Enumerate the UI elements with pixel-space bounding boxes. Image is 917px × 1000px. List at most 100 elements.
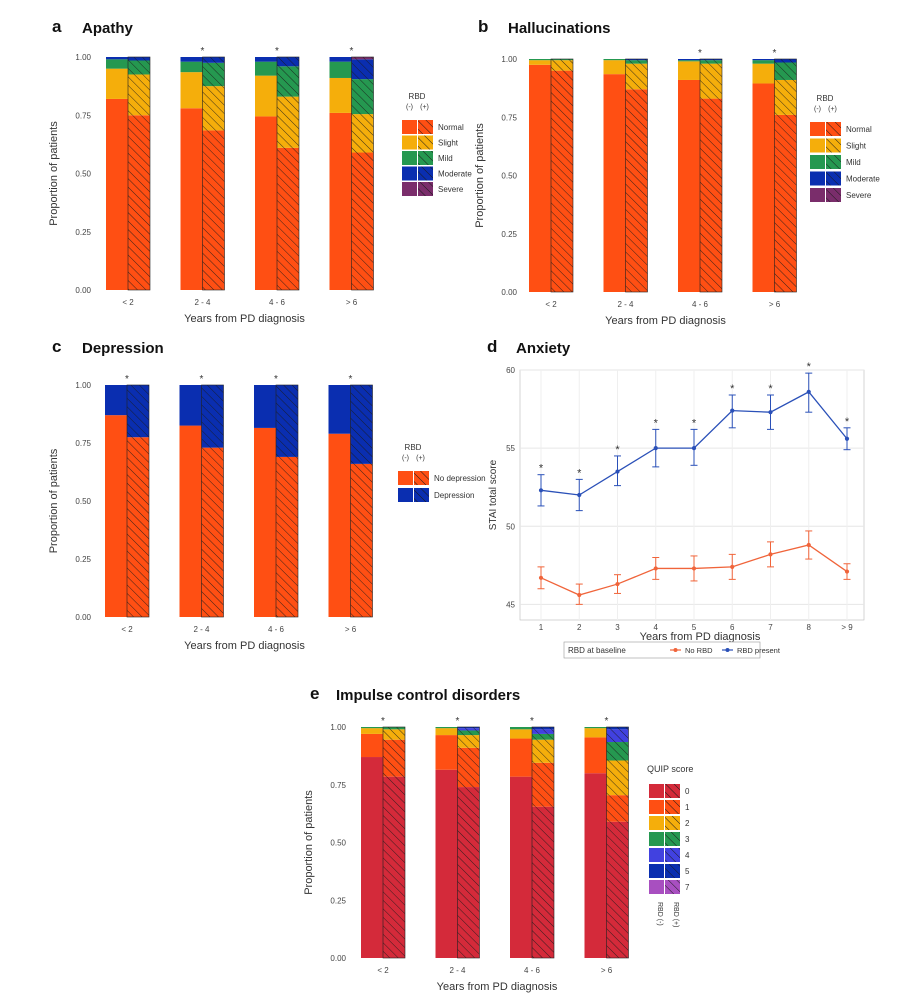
- anxiety-legend-point: [673, 648, 678, 652]
- anxiety-point: [844, 569, 850, 574]
- panel-title-anxiety: Anxiety: [516, 340, 571, 357]
- hallucinations-bar-rbd-neg: [678, 60, 700, 62]
- apathy-xtick: 4 - 6: [269, 298, 286, 307]
- icd-hatch: [532, 733, 554, 740]
- hallucinations-bar-rbd-neg: [529, 64, 551, 292]
- anxiety-legend-label: No RBD: [685, 646, 713, 655]
- icd-legend-label: 0: [685, 787, 690, 796]
- icd-legend-swatch: [649, 864, 664, 878]
- icd-bar-rbd-neg: [584, 773, 607, 958]
- apathy-bar-rbd-neg: [106, 98, 128, 290]
- hallucinations-hatch: [551, 70, 573, 293]
- depression-ytick: 0.75: [75, 439, 91, 448]
- apathy-hatch: [351, 57, 374, 60]
- hallucinations-bar-outline: [625, 58, 648, 293]
- depression-legend-title: RBD: [405, 443, 422, 452]
- depression-hatch: [201, 447, 224, 617]
- apathy-hatch: [202, 130, 225, 290]
- anxiety-sig-star: *: [845, 416, 850, 428]
- hallucinations-legend-swatch: [810, 188, 825, 202]
- apathy-legend-label: Severe: [438, 185, 464, 194]
- icd-legend-hatch: [665, 880, 680, 894]
- icd-bar-rbd-neg: [510, 776, 532, 958]
- icd-legend-label: 1: [685, 803, 690, 812]
- anxiety-sig-star: *: [692, 417, 697, 429]
- icd-hatch: [606, 760, 629, 796]
- hallucinations-hatch: [551, 60, 573, 71]
- depression-bar-rbd-neg: [105, 415, 127, 617]
- hallucinations-hatch: [625, 89, 648, 292]
- hallucinations-legend-hatch: [826, 122, 841, 136]
- anxiety-xtick: 4: [654, 623, 659, 632]
- apathy-legend-hatch: [418, 135, 433, 150]
- hallucinations-hatch: [774, 59, 797, 63]
- panel-label-d: d: [487, 337, 498, 356]
- icd-legend-sub: RBD (-): [656, 902, 663, 926]
- depression-hatch: [276, 456, 298, 617]
- apathy-xtick: > 6: [346, 298, 358, 307]
- icd-hatch: [606, 727, 629, 730]
- icd-sig-star: *: [456, 716, 460, 727]
- icd-bar-rbd-neg: [361, 733, 383, 758]
- icd-bar-rbd-neg: [584, 728, 607, 738]
- icd-bar-rbd-neg: [361, 757, 383, 958]
- anxiety-point: [615, 581, 620, 587]
- panel-label-c: c: [52, 337, 62, 356]
- icd-hatch: [606, 821, 629, 958]
- icd-ytick: 0.50: [330, 839, 346, 848]
- icd-hatch: [383, 727, 405, 730]
- icd-bar-rbd-neg: [361, 728, 383, 734]
- anxiety-xtick: 3: [615, 623, 620, 632]
- apathy-legend-sub: (-): [406, 104, 413, 111]
- hallucinations-hatch: [625, 63, 648, 90]
- hallucinations-hatch: [774, 62, 797, 80]
- panel-label-b: b: [478, 17, 489, 36]
- icd-hatch: [457, 787, 480, 958]
- hallucinations-legend-sub: (+): [828, 106, 837, 113]
- icd-ytick: 1.00: [330, 723, 346, 732]
- anxiety-point: [653, 566, 658, 571]
- apathy-ytick: 0.25: [75, 228, 91, 237]
- anxiety-xlabel: Years from PD diagnosis: [640, 631, 761, 643]
- anxiety-sig-star: *: [577, 467, 582, 479]
- icd-hatch: [606, 795, 629, 822]
- hallucinations-hatch: [774, 79, 797, 115]
- apathy-legend-label: Moderate: [438, 170, 472, 179]
- hallucinations-legend-label: Mild: [846, 158, 861, 167]
- hallucinations-xtick: < 2: [545, 300, 557, 309]
- icd-legend-hatch: [665, 784, 680, 798]
- apathy-hatch: [351, 79, 374, 115]
- anxiety-point: [730, 408, 735, 413]
- icd-bar-rbd-neg: [584, 737, 607, 774]
- icd-hatch: [457, 728, 480, 731]
- depression-xtick: < 2: [121, 625, 133, 634]
- icd-bar-outline: [382, 726, 406, 959]
- anxiety-xtick: > 9: [841, 623, 853, 632]
- anxiety-legend-title: RBD at baseline: [568, 646, 626, 655]
- hallucinations-legend-label: Severe: [846, 191, 872, 200]
- icd-hatch: [606, 742, 629, 761]
- apathy-hatch: [277, 147, 299, 290]
- icd-legend-hatch: [665, 800, 680, 814]
- apathy-bar-rbd-neg: [106, 68, 128, 99]
- icd-bar-rbd-neg: [435, 728, 458, 736]
- anxiety-point: [806, 389, 811, 394]
- icd-hatch: [532, 727, 554, 730]
- apathy-bar-rbd-neg: [329, 61, 352, 78]
- apathy-bar-outline: [351, 56, 374, 291]
- depression-bar-outline: [350, 384, 373, 618]
- apathy-bar-rbd-neg: [255, 57, 277, 62]
- hallucinations-bar-outline: [550, 58, 574, 293]
- depression-legend-swatch: [398, 488, 413, 502]
- apathy-xlabel: Years from PD diagnosis: [184, 313, 305, 325]
- icd-legend-hatch: [665, 816, 680, 830]
- apathy-bar-rbd-neg: [255, 75, 277, 117]
- apathy-bar-outline: [276, 56, 300, 291]
- icd-hatch: [383, 729, 405, 740]
- hallucinations-xlabel: Years from PD diagnosis: [605, 315, 726, 327]
- apathy-legend-hatch: [418, 120, 433, 134]
- anxiety-ytick: 60: [506, 366, 515, 375]
- hallucinations-ylabel: Proportion of patients: [474, 123, 486, 228]
- hallucinations-hatch: [774, 114, 797, 292]
- icd-xtick: 4 - 6: [524, 966, 541, 975]
